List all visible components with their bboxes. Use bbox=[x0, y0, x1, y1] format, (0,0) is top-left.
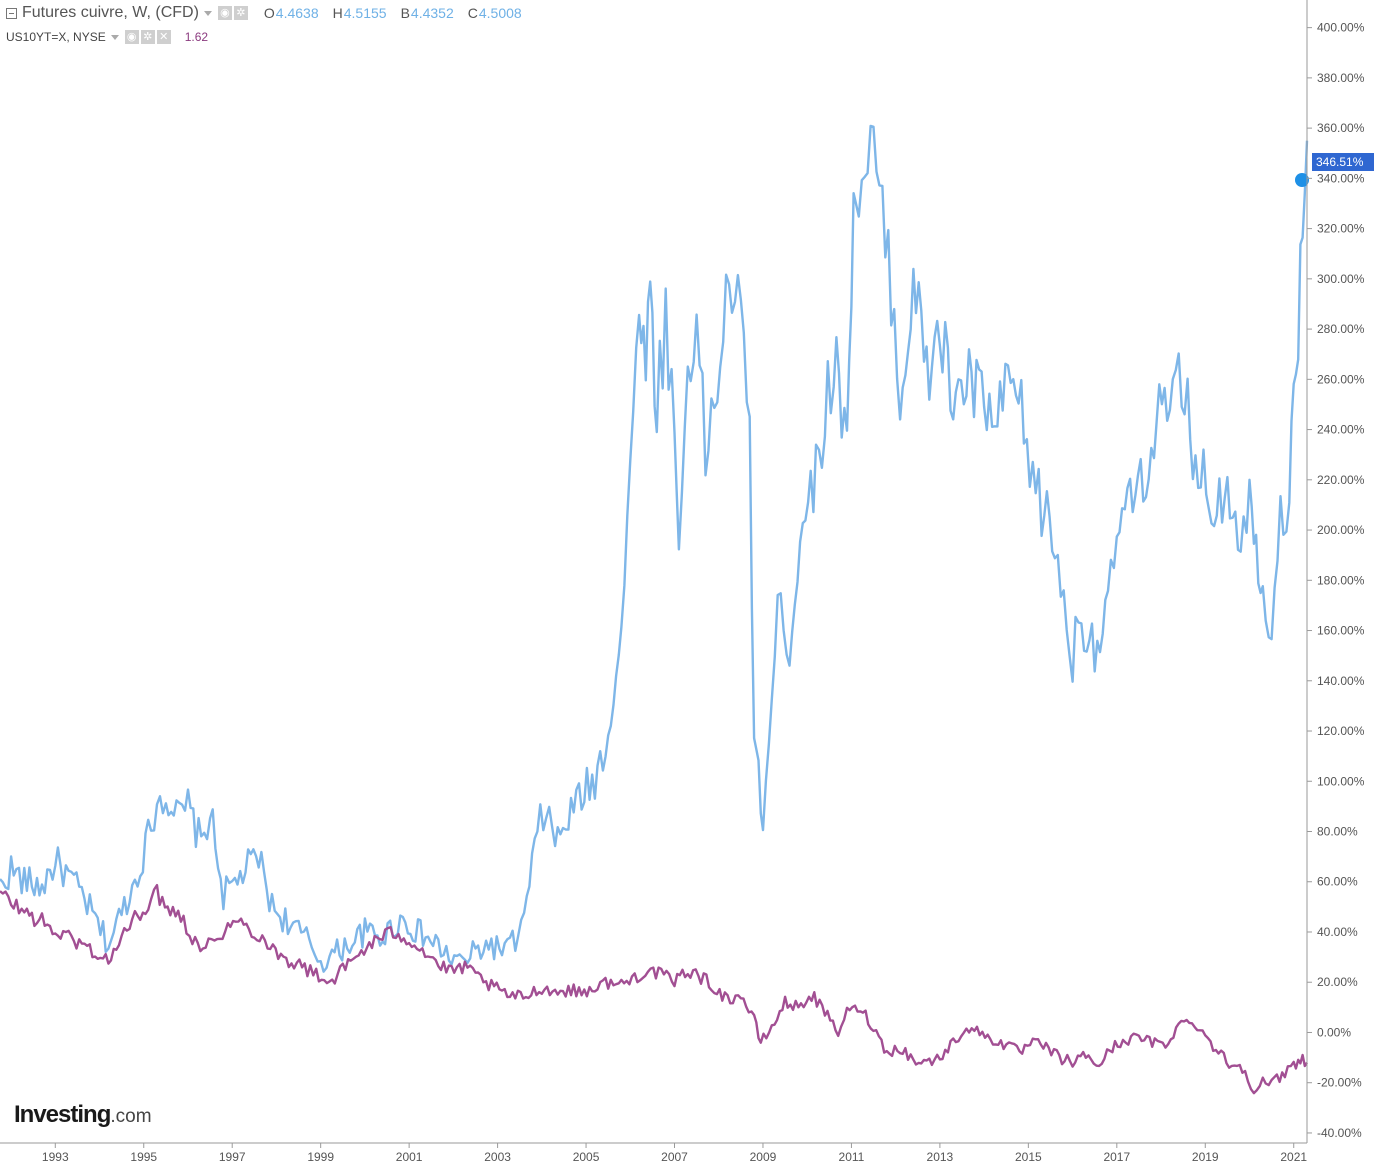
investing-logo: Investing.com bbox=[14, 1101, 152, 1129]
overlay-series-legend: US10YT=X, NYSE ◉ ✲ ✕ 1.62 bbox=[6, 30, 208, 44]
ohlc-open: O4.4638 bbox=[263, 5, 319, 21]
ohlc-high: H4.5155 bbox=[332, 5, 387, 21]
x-tick-label: 2011 bbox=[839, 1150, 865, 1164]
caret-down-icon[interactable] bbox=[203, 10, 212, 16]
x-tick-label: 2005 bbox=[573, 1150, 600, 1164]
y-tick-label: 140.00% bbox=[1317, 674, 1365, 688]
x-tick-label: 1995 bbox=[130, 1150, 157, 1164]
logo-suffix: .com bbox=[110, 1106, 152, 1127]
caret-down-icon[interactable] bbox=[110, 34, 119, 40]
ohlc-low: B4.4352 bbox=[400, 5, 454, 21]
y-tick-label: 260.00% bbox=[1317, 372, 1365, 386]
collapse-icon[interactable] bbox=[6, 7, 17, 19]
marker-icon[interactable] bbox=[1295, 173, 1309, 188]
main-series-title[interactable]: Futures cuivre, W, (CFD) bbox=[22, 4, 199, 21]
x-axis[interactable]: 1993 1995 1997 1999 2001 2003 2005 2007 2009 2011… bbox=[0, 1142, 1307, 1164]
x-tick-label: 2007 bbox=[661, 1150, 688, 1164]
logo-brand: Investing bbox=[14, 1101, 111, 1128]
y-tick-label: 400.00% bbox=[1317, 21, 1365, 35]
series-line-us10y[interactable] bbox=[0, 883, 1309, 1095]
y-tick-label: 20.00% bbox=[1317, 975, 1358, 989]
y-tick-label: -20.00% bbox=[1317, 1076, 1362, 1090]
ohlc-close: C4.5008 bbox=[467, 5, 522, 21]
x-tick-label: 1993 bbox=[42, 1150, 69, 1164]
x-tick-label: 2001 bbox=[396, 1150, 423, 1164]
overlay-series-title[interactable]: US10YT=X, NYSE bbox=[6, 30, 106, 44]
y-tick-label: 280.00% bbox=[1317, 322, 1365, 336]
last-value-badge bbox=[1312, 153, 1374, 172]
x-tick-label: 1999 bbox=[307, 1150, 334, 1164]
x-tick-label: 2013 bbox=[927, 1150, 954, 1164]
y-tick-label: 120.00% bbox=[1317, 724, 1365, 738]
x-tick-label: 2009 bbox=[750, 1150, 777, 1164]
y-tick-label: 340.00% bbox=[1317, 171, 1365, 185]
y-tick-label: 220.00% bbox=[1317, 473, 1365, 487]
y-tick-label: 0.00% bbox=[1317, 1025, 1351, 1039]
y-tick-label: 300.00% bbox=[1317, 272, 1365, 286]
y-tick-label: 100.00% bbox=[1317, 774, 1365, 788]
plot-area bbox=[0, 124, 1309, 1095]
x-tick-label: 2021 bbox=[1280, 1150, 1307, 1164]
settings-icon[interactable]: ✲ bbox=[140, 30, 155, 44]
y-tick-label: 200.00% bbox=[1317, 523, 1365, 537]
y-tick-label: 80.00% bbox=[1317, 825, 1358, 839]
x-tick-label: 2017 bbox=[1103, 1150, 1130, 1164]
settings-icon[interactable]: ✲ bbox=[233, 6, 248, 20]
y-tick-label: 40.00% bbox=[1317, 925, 1358, 939]
x-tick-label: 2019 bbox=[1192, 1150, 1219, 1164]
overlay-series-value: 1.62 bbox=[184, 30, 209, 44]
eye-icon[interactable]: ◉ bbox=[124, 30, 139, 44]
last-value-label: 346.51% bbox=[1316, 155, 1364, 169]
y-tick-label: -40.00% bbox=[1317, 1126, 1362, 1140]
y-tick-label: 240.00% bbox=[1317, 423, 1365, 437]
x-tick-label: 2003 bbox=[484, 1150, 511, 1164]
eye-icon[interactable]: ◉ bbox=[217, 6, 232, 20]
y-tick-label: 360.00% bbox=[1317, 121, 1365, 135]
series-line-copper[interactable] bbox=[0, 124, 1309, 973]
y-tick-label: 380.00% bbox=[1317, 71, 1365, 85]
y-axis[interactable]: 400.00% 380.00% 360.00% 340.00% 320.00% 300.0… bbox=[1306, 0, 1374, 1143]
y-tick-label: 60.00% bbox=[1317, 875, 1358, 889]
y-tick-label: 160.00% bbox=[1317, 624, 1365, 638]
x-tick-label: 1997 bbox=[219, 1150, 246, 1164]
x-tick-label: 2015 bbox=[1015, 1150, 1042, 1164]
y-tick-label: 320.00% bbox=[1317, 222, 1365, 236]
y-tick-label: 180.00% bbox=[1317, 573, 1365, 587]
close-icon[interactable]: ✕ bbox=[156, 30, 171, 44]
main-series-legend: Futures cuivre, W, (CFD) ◉ ✲ O4.4638 H4.… bbox=[6, 4, 522, 22]
